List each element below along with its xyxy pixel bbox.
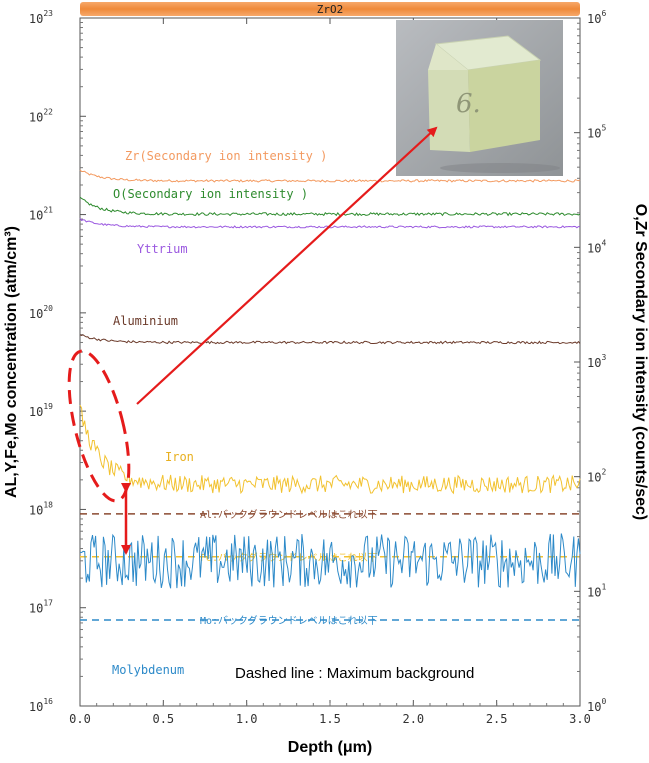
right-tick-label: 103 (587, 353, 606, 370)
series-line (79, 217, 581, 229)
x-tick-label: 2.5 (486, 712, 508, 726)
annotation-text: Dashed line : Maximum background (235, 665, 474, 682)
right-tick-label: 102 (587, 468, 606, 485)
series-label-molybdenum: Molybdenum (112, 663, 184, 677)
left-tick-label: 1016 (29, 697, 53, 714)
series-label-zr: Zr(Secondary ion intensity ) (125, 149, 327, 163)
series-label-aluminium: Aluminium (113, 314, 178, 328)
x-tick-label: 0.5 (152, 712, 174, 726)
x-axis-title: Depth (μm) (288, 739, 372, 756)
series-line (79, 334, 581, 345)
right-tick-label: 104 (587, 238, 606, 255)
series-label-iron: Iron (165, 450, 194, 464)
right-tick-label: 100 (587, 697, 606, 714)
left-tick-label: 1022 (29, 107, 53, 124)
drop-region-ellipse (67, 349, 131, 503)
left-tick-label: 1018 (29, 500, 53, 517)
x-tick-label: 1.0 (236, 712, 258, 726)
series-line (79, 196, 581, 217)
left-tick-label: 1020 (29, 304, 53, 321)
left-tick-label: 1017 (29, 599, 53, 616)
series-line (79, 169, 581, 183)
left-tick-label: 1021 (29, 206, 53, 223)
x-tick-label: 3.0 (569, 712, 591, 726)
right-axis-title: O,Zr Secondary ion intensity (counts/sec… (632, 204, 649, 521)
photo-mark: 6. (456, 89, 481, 119)
background-level-label: Al:バックグラウンドレベルはこれ以下 (200, 508, 378, 521)
background-level-label: Mo:バックグラウンドレベルはこれ以下 (200, 614, 378, 627)
axis-ticks: 0.0 0.5 1.0 1.5 2.0 2.5 3.0 1016 1017 1018 1019 102… (29, 9, 607, 726)
x-tick-label: 1.5 (319, 712, 341, 726)
right-tick-label: 106 (587, 9, 606, 26)
right-tick-label: 105 (587, 124, 606, 141)
left-tick-label: 1019 (29, 402, 53, 419)
series-label-yttrium: Yttrium (137, 242, 188, 256)
series-line (79, 404, 581, 495)
left-axis-title: AL,Y,Fe,Mo concentration (atm/cm³) (3, 226, 20, 498)
material-bar: ZrO2 (80, 2, 580, 16)
series-lines (79, 169, 581, 589)
material-bar-label: ZrO2 (317, 3, 344, 16)
x-tick-label: 2.0 (402, 712, 424, 726)
right-tick-label: 101 (587, 582, 606, 599)
sample-photo: 6. (396, 20, 563, 176)
photo-pointer-arrow (136, 126, 438, 405)
series-line (79, 533, 581, 589)
background-levels: Al:バックグラウンドレベルはこれ以下Fe:バックグラウンドレベルはこれ以下Mo… (80, 508, 580, 627)
left-tick-label: 1023 (29, 9, 53, 26)
series-label-o: O(Secondary ion intensity ) (113, 187, 308, 201)
x-tick-label: 0.0 (69, 712, 91, 726)
